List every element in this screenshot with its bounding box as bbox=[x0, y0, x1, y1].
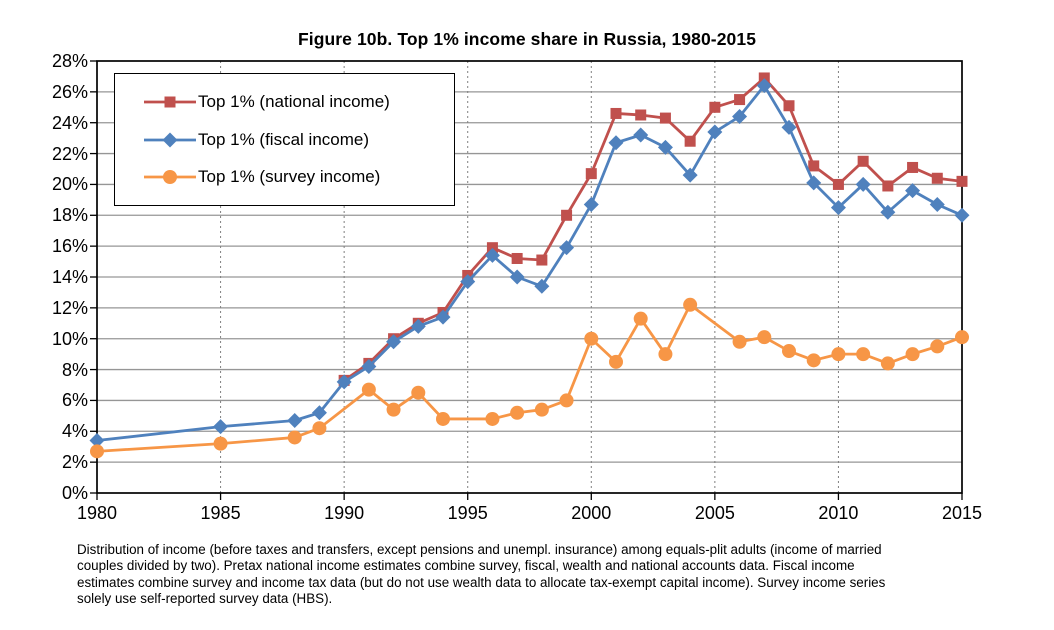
footnote-line: estimates combine survey and income tax … bbox=[77, 574, 886, 590]
legend-item-survey-income: Top 1% (survey income) bbox=[144, 167, 454, 187]
y-axis-tick-label: 18% bbox=[51, 205, 88, 226]
y-axis-tick-label: 26% bbox=[51, 81, 88, 102]
x-axis-tick-label: 1995 bbox=[447, 503, 488, 523]
national-income-line-marker-icon bbox=[144, 96, 196, 108]
legend-item-national-income: Top 1% (national income) bbox=[144, 92, 454, 112]
x-axis-tick-label: 2015 bbox=[941, 503, 983, 523]
legend-item-fiscal-income: Top 1% (fiscal income) bbox=[144, 130, 454, 150]
y-axis-tick-label: 8% bbox=[61, 359, 88, 380]
y-axis-tick-label: 10% bbox=[51, 328, 88, 349]
y-axis-tick-label: 4% bbox=[61, 421, 88, 442]
x-axis-tick-label: 2005 bbox=[694, 503, 735, 523]
y-axis-tick-label: 20% bbox=[51, 174, 88, 195]
y-axis: 0% 2% 4% 6% 8% 10% 12% 14% 16% 18% 20% 22% 24% 26% 28% bbox=[0, 0, 90, 630]
y-axis-tick-label: 16% bbox=[51, 236, 88, 257]
legend-label: Top 1% (fiscal income) bbox=[198, 129, 370, 149]
footnote-line: solely use self-reported survey data (HB… bbox=[77, 591, 333, 607]
footnote-line: Distribution of income (before taxes and… bbox=[77, 542, 882, 557]
y-axis-tick-label: 14% bbox=[51, 267, 88, 287]
legend-label: Top 1% (survey income) bbox=[198, 167, 381, 187]
y-axis-tick-label: 2% bbox=[61, 452, 88, 473]
series-fiscal-income bbox=[89, 78, 970, 449]
y-axis-tick-label: 28% bbox=[51, 51, 88, 71]
y-axis-tick-label: 0% bbox=[61, 483, 88, 503]
footnote-text: Distribution of income (before taxes and… bbox=[77, 542, 1037, 608]
x-axis-tick-label: 1990 bbox=[324, 503, 365, 523]
x-axis-tick-label: 2010 bbox=[818, 503, 859, 523]
y-axis-tick-label: 6% bbox=[61, 390, 88, 411]
x-axis-tick-label: 2000 bbox=[571, 503, 612, 523]
legend: Top 1% (national income) Top 1% (fiscal … bbox=[114, 73, 455, 206]
survey-income-line-marker-icon bbox=[144, 170, 196, 185]
x-axis-tick-label: 1980 bbox=[76, 503, 118, 523]
y-axis-tick-label: 12% bbox=[51, 297, 88, 318]
legend-label: Top 1% (national income) bbox=[198, 91, 390, 111]
chart-title: Figure 10b. Top 1% income share in Russi… bbox=[297, 29, 757, 49]
fiscal-income-line-marker-icon bbox=[144, 132, 196, 147]
x-axis-tick-label: 1985 bbox=[200, 503, 241, 523]
footnote-line: couples divided by two). Pretax national… bbox=[77, 558, 855, 574]
y-axis-tick-label: 24% bbox=[51, 112, 88, 133]
y-axis-tick-label: 22% bbox=[51, 143, 88, 164]
series-survey-income bbox=[90, 297, 969, 459]
